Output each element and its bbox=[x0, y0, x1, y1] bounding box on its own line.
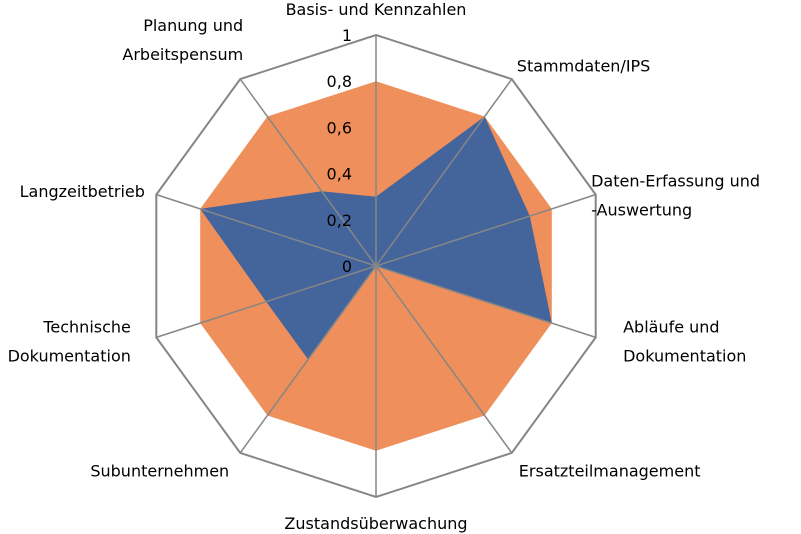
category-label: Subunternehmen bbox=[90, 462, 229, 481]
category-label: Zustandsüberwachung bbox=[284, 514, 467, 533]
radar-spoke bbox=[375, 265, 596, 339]
radar-spoke bbox=[375, 193, 596, 267]
category-label-line: Ersatzteilmanagement bbox=[519, 462, 701, 481]
category-label-line: Subunternehmen bbox=[90, 462, 229, 481]
radial-tick-label: 0,4 bbox=[327, 165, 352, 184]
category-label-line: Dokumentation bbox=[8, 347, 131, 366]
category-label-line: Planung und bbox=[143, 16, 243, 35]
category-label-line: -Auswertung bbox=[591, 200, 692, 219]
radar-spoke bbox=[375, 265, 513, 454]
category-label-line: Basis- und Kennzahlen bbox=[286, 0, 467, 19]
radar-spoke bbox=[375, 78, 513, 267]
radar-category-labels: Basis- und Kennzahlen Stammdaten/IPS Daten… bbox=[8, 0, 760, 533]
radar-spoke bbox=[239, 265, 377, 454]
radar-spoke bbox=[156, 265, 377, 339]
category-label: Abläufe und Dokumentation bbox=[623, 318, 746, 366]
radial-tick-label: 0,2 bbox=[327, 211, 352, 230]
category-label-line: Dokumentation bbox=[623, 347, 746, 366]
category-label-line: Abläufe und bbox=[623, 318, 720, 337]
category-label: Stammdaten/IPS bbox=[517, 56, 651, 75]
category-label-line: Technische bbox=[42, 318, 131, 337]
category-label: Planung und Arbeitspensum bbox=[122, 16, 243, 64]
category-label-line: Langzeitbetrieb bbox=[20, 182, 145, 201]
radial-tick-label: 1 bbox=[342, 26, 352, 45]
category-label-line: Stammdaten/IPS bbox=[517, 56, 651, 75]
category-label: Ersatzteilmanagement bbox=[519, 462, 701, 481]
radial-tick-label: 0,8 bbox=[327, 72, 352, 91]
category-label: Technische Dokumentation bbox=[8, 318, 131, 366]
category-label: Daten-Erfassung und -Auswertung bbox=[591, 171, 760, 219]
radial-tick-label: 0,6 bbox=[327, 118, 352, 137]
radial-tick-label: 0 bbox=[342, 257, 352, 276]
radar-spoke bbox=[239, 78, 377, 267]
radar-spokes bbox=[156, 35, 596, 497]
category-label-line: Zustandsüberwachung bbox=[284, 514, 467, 533]
radar-tick-labels: 0 0,2 0,4 0,6 0,8 1 bbox=[327, 26, 352, 276]
category-label-line: Arbeitspensum bbox=[122, 45, 243, 64]
category-label: Basis- und Kennzahlen bbox=[286, 0, 467, 19]
category-label: Langzeitbetrieb bbox=[20, 182, 145, 201]
radar-spoke bbox=[156, 193, 377, 267]
category-label-line: Daten-Erfassung und bbox=[591, 171, 760, 190]
